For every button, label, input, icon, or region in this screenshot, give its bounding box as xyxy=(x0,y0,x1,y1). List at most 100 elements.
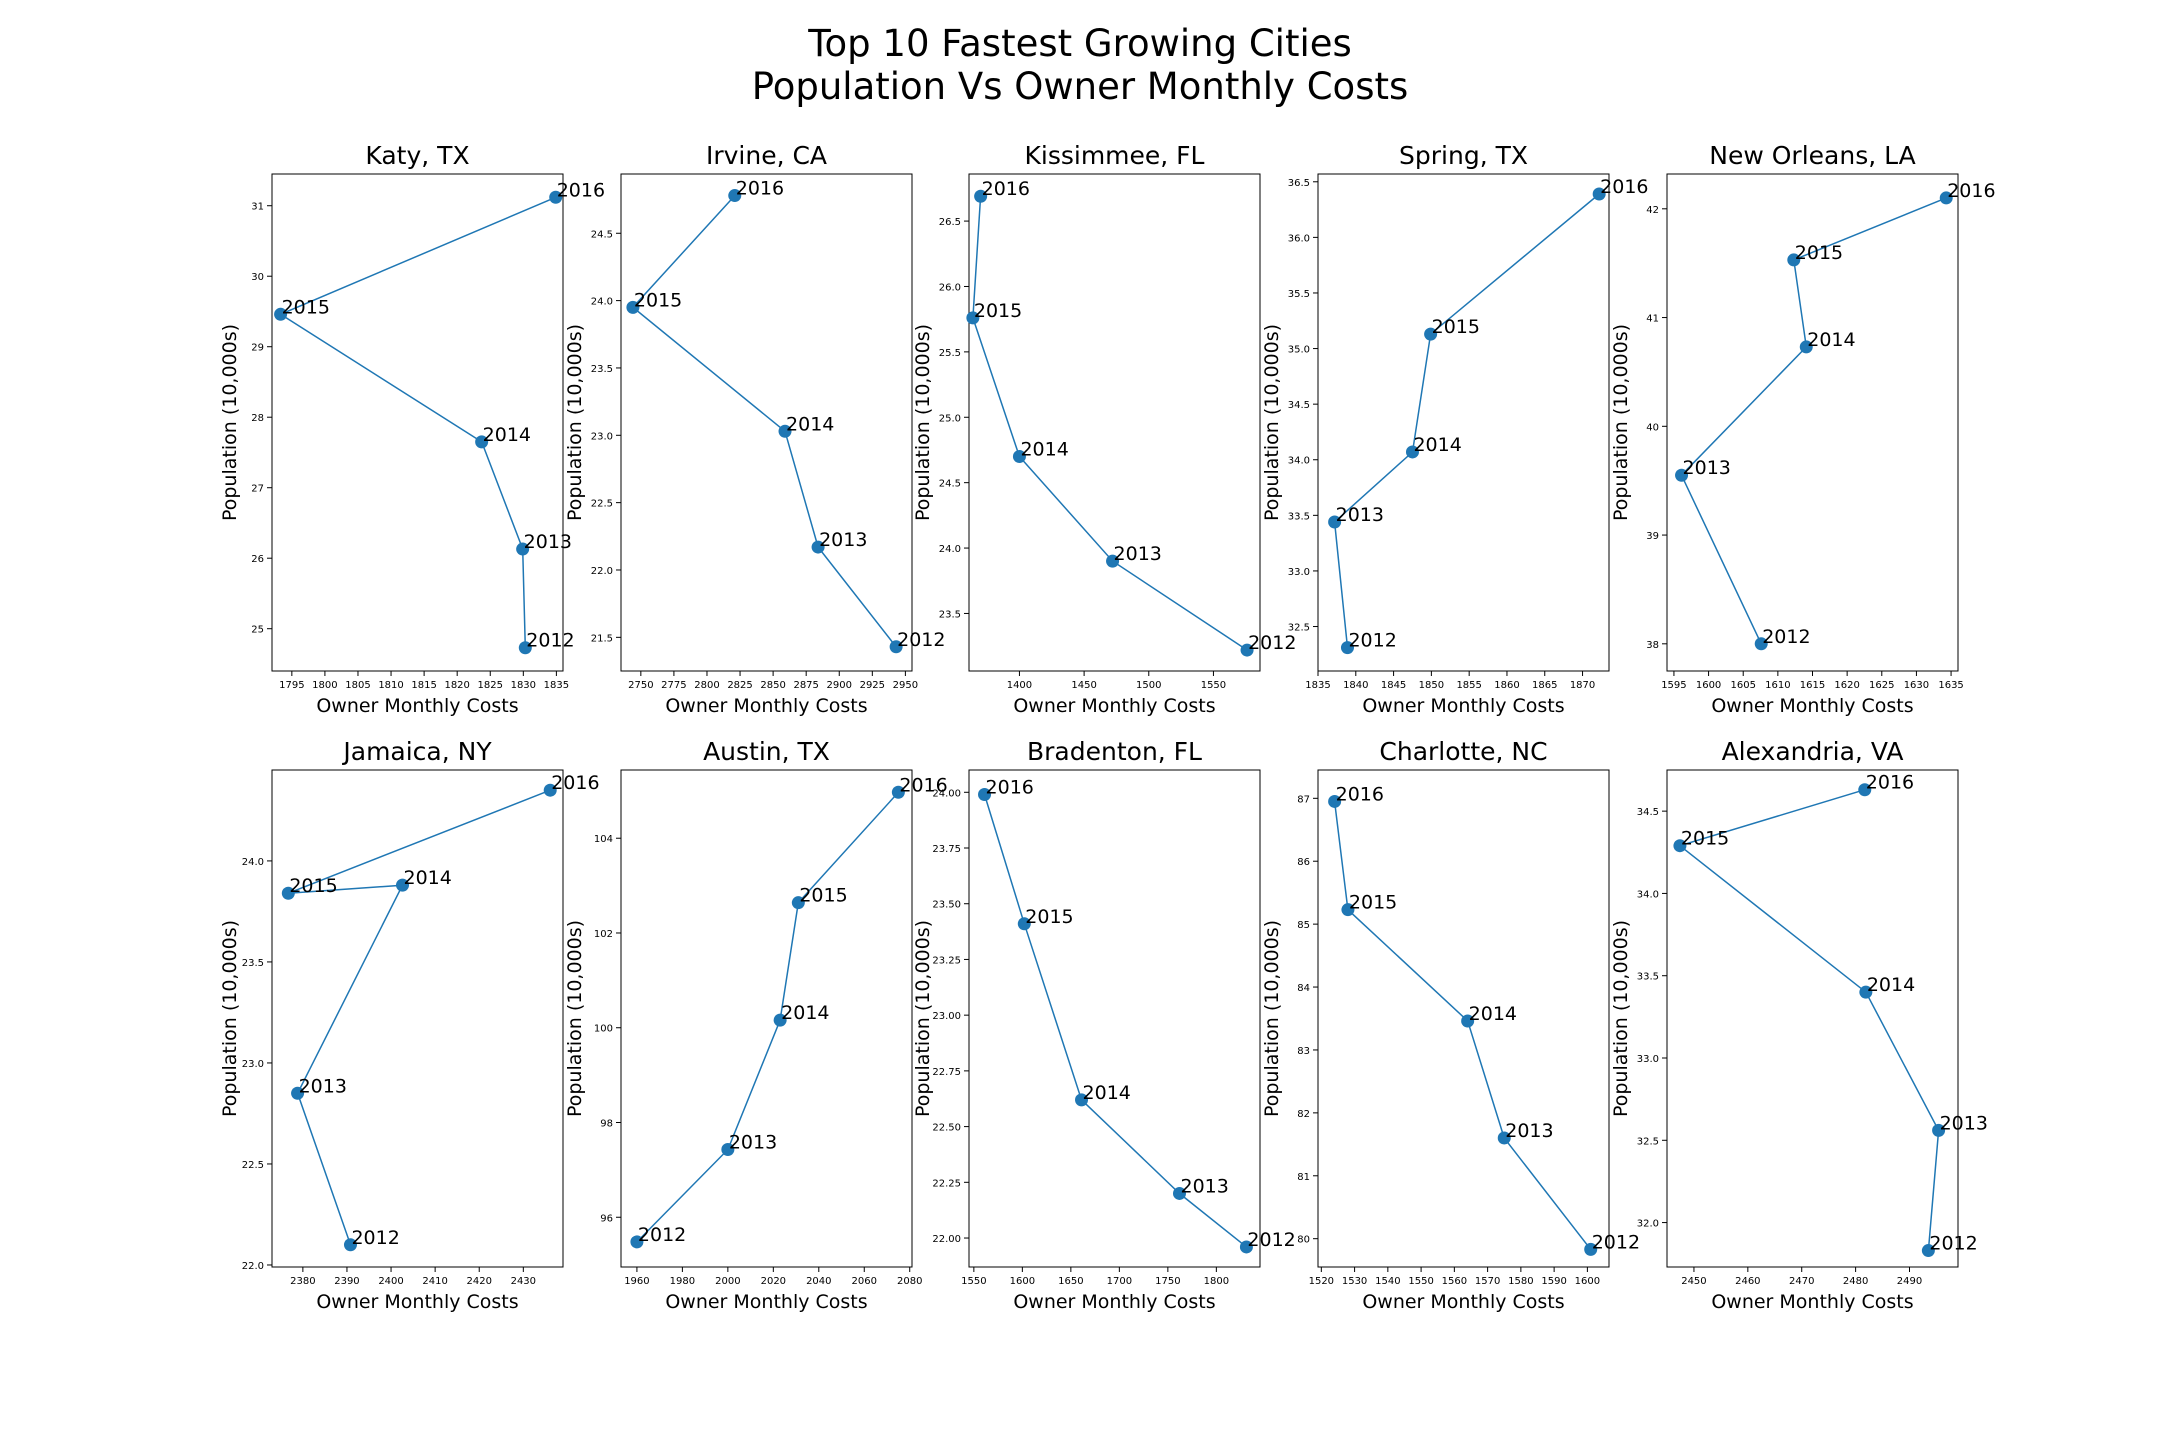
subplot-4: Spring, TX 1835 1840 1845 1850 1855 1860 1865 18… xyxy=(1261,141,1649,717)
y-tick-label: 23.5 xyxy=(242,958,264,969)
x-tick-label: 2490 xyxy=(1897,1276,1922,1287)
x-tick-label: 2750 xyxy=(628,680,653,691)
data-point-2013 xyxy=(1932,1123,1946,1137)
x-tick-label: 2080 xyxy=(897,1276,922,1287)
y-tick-label: 100 xyxy=(594,1024,613,1035)
x-axis-label: Owner Monthly Costs xyxy=(665,695,867,717)
x-tick-label: 1530 xyxy=(1342,1276,1367,1287)
y-tick-label: 23.00 xyxy=(932,1011,961,1022)
y-axis-label: Population (10,000s) xyxy=(1610,920,1632,1117)
y-tick-label: 22.25 xyxy=(932,1178,961,1189)
data-point-2016 xyxy=(1939,191,1953,205)
data-point-2016 xyxy=(1328,794,1342,808)
y-tick-label: 26.5 xyxy=(939,217,961,228)
subplot-title: Kissimmee, FL xyxy=(1024,141,1204,170)
y-tick-label: 84 xyxy=(1297,983,1310,994)
data-label-2012: 2012 xyxy=(638,1224,686,1246)
figure-title-line-1: Top 10 Fastest Growing Cities xyxy=(808,22,1352,65)
subplot-title: Spring, TX xyxy=(1399,141,1528,170)
y-tick-label: 29 xyxy=(251,343,264,354)
y-tick-label: 23.50 xyxy=(932,900,961,911)
y-tick-label: 23.75 xyxy=(932,844,961,855)
data-label-2016: 2016 xyxy=(982,178,1030,200)
y-tick-label: 31 xyxy=(251,202,264,213)
y-tick-label: 22.0 xyxy=(242,1261,264,1272)
x-axis-label: Owner Monthly Costs xyxy=(316,695,518,717)
x-tick-label: 1835 xyxy=(544,680,569,691)
data-point-2016 xyxy=(891,785,905,799)
y-tick-label: 87 xyxy=(1297,794,1310,805)
data-point-2012 xyxy=(1921,1244,1935,1258)
data-label-2014: 2014 xyxy=(1469,1003,1517,1025)
data-label-2016: 2016 xyxy=(557,179,605,201)
data-label-2014: 2014 xyxy=(1867,974,1915,996)
data-point-2012 xyxy=(1584,1242,1598,1256)
y-tick-label: 36.5 xyxy=(1288,178,1310,189)
data-point-2014 xyxy=(1859,985,1873,999)
y-tick-label: 102 xyxy=(594,929,613,940)
y-tick-label: 32.0 xyxy=(1637,1219,1659,1230)
data-label-2016: 2016 xyxy=(736,178,784,200)
data-point-2012 xyxy=(1754,637,1768,651)
series-line xyxy=(1333,193,1600,648)
y-tick-label: 33.0 xyxy=(1637,1054,1659,1065)
x-tick-label: 1815 xyxy=(411,680,436,691)
y-tick-label: 23.5 xyxy=(591,364,613,375)
x-tick-label: 2000 xyxy=(715,1276,740,1287)
subplot-7: Austin, TX 1960 1980 2000 2020 2040 2060 2080 96… xyxy=(564,737,948,1313)
x-axis-label: Owner Monthly Costs xyxy=(316,1291,518,1313)
data-label-2012: 2012 xyxy=(1929,1233,1977,1255)
data-point-2012 xyxy=(1340,641,1354,655)
data-point-2014 xyxy=(1461,1014,1475,1028)
data-label-2013: 2013 xyxy=(1336,504,1384,526)
y-tick-label: 23.0 xyxy=(242,1059,264,1070)
x-tick-label: 1560 xyxy=(1442,1276,1467,1287)
data-label-2015: 2015 xyxy=(974,300,1022,322)
data-point-2015 xyxy=(966,311,980,325)
data-point-2014 xyxy=(773,1013,787,1027)
data-point-2016 xyxy=(978,788,992,802)
y-tick-label: 25 xyxy=(251,625,264,636)
y-axis-label: Population (10,000s) xyxy=(564,324,586,521)
data-label-2014: 2014 xyxy=(781,1002,829,1024)
x-tick-label: 1820 xyxy=(444,680,469,691)
x-tick-label: 2825 xyxy=(727,680,752,691)
data-label-2015: 2015 xyxy=(1681,828,1729,850)
subplot-10: Alexandria, VA 2450 2460 2470 2480 2490 32.0 32… xyxy=(1610,737,1988,1313)
x-tick-label: 1620 xyxy=(1834,680,1859,691)
y-tick-label: 36.0 xyxy=(1288,233,1310,244)
x-tick-label: 1800 xyxy=(312,680,337,691)
x-tick-label: 1610 xyxy=(1765,680,1790,691)
data-label-2015: 2015 xyxy=(1025,906,1073,928)
x-tick-label: 1650 xyxy=(1058,1276,1083,1287)
data-point-2014 xyxy=(778,424,792,438)
data-point-2014 xyxy=(396,878,410,892)
x-tick-label: 1580 xyxy=(1508,1276,1533,1287)
data-point-2015 xyxy=(1787,253,1801,267)
x-tick-label: 1795 xyxy=(279,680,304,691)
x-tick-label: 1850 xyxy=(1419,680,1444,691)
subplot-title: Alexandria, VA xyxy=(1722,737,1904,766)
x-tick-label: 2470 xyxy=(1789,1276,1814,1287)
x-tick-label: 1700 xyxy=(1107,1276,1132,1287)
data-label-2015: 2015 xyxy=(799,885,847,907)
x-tick-label: 1860 xyxy=(1494,680,1519,691)
subplot-title: Bradenton, FL xyxy=(1027,737,1202,766)
y-axis-label: Population (10,000s) xyxy=(1610,324,1632,521)
data-label-2015: 2015 xyxy=(1795,242,1843,264)
x-tick-label: 1630 xyxy=(1904,680,1929,691)
y-tick-label: 42 xyxy=(1646,205,1659,216)
y-tick-label: 32.5 xyxy=(1637,1136,1659,1147)
data-label-2012: 2012 xyxy=(1247,1229,1295,1251)
x-tick-label: 2060 xyxy=(852,1276,877,1287)
data-point-2015 xyxy=(1341,903,1355,917)
y-tick-label: 81 xyxy=(1297,1172,1310,1183)
x-tick-label: 1570 xyxy=(1475,1276,1500,1287)
axes-frame xyxy=(1317,769,1610,1268)
series-line xyxy=(972,196,1248,651)
y-axis-label: Population (10,000s) xyxy=(564,920,586,1117)
x-tick-label: 1800 xyxy=(1204,1276,1229,1287)
y-axis-label: Population (10,000s) xyxy=(1261,324,1283,521)
series-line xyxy=(1680,197,1947,645)
data-point-2013 xyxy=(1172,1186,1186,1200)
